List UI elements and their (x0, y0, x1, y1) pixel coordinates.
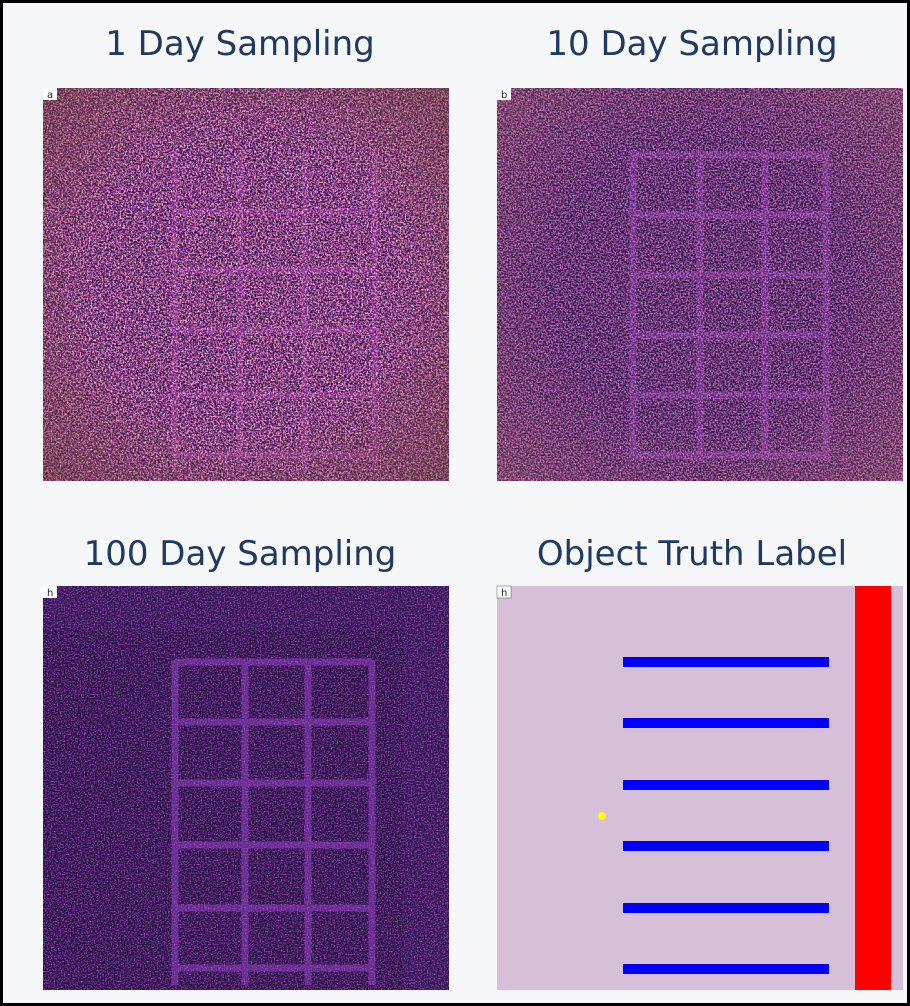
image-panel: b (497, 88, 903, 481)
page: 1 Day Sampling 10 Day Sampling 100 Day S… (0, 0, 910, 1006)
panel-tag: a (47, 90, 53, 101)
panel-tag: h (501, 588, 507, 599)
panel-title: Object Truth Label (537, 534, 847, 574)
panel-title: 100 Day Sampling (84, 534, 397, 574)
panel-title: 1 Day Sampling (105, 24, 375, 64)
figure: 1 Day Sampling 10 Day Sampling 100 Day S… (0, 0, 910, 1006)
image-panel: a (43, 88, 449, 481)
panel-tag: h (47, 588, 53, 599)
label-panel: h (497, 586, 903, 990)
panel-title: 10 Day Sampling (546, 24, 837, 64)
panel-tag: b (501, 90, 507, 101)
image-panel: h (43, 586, 449, 990)
